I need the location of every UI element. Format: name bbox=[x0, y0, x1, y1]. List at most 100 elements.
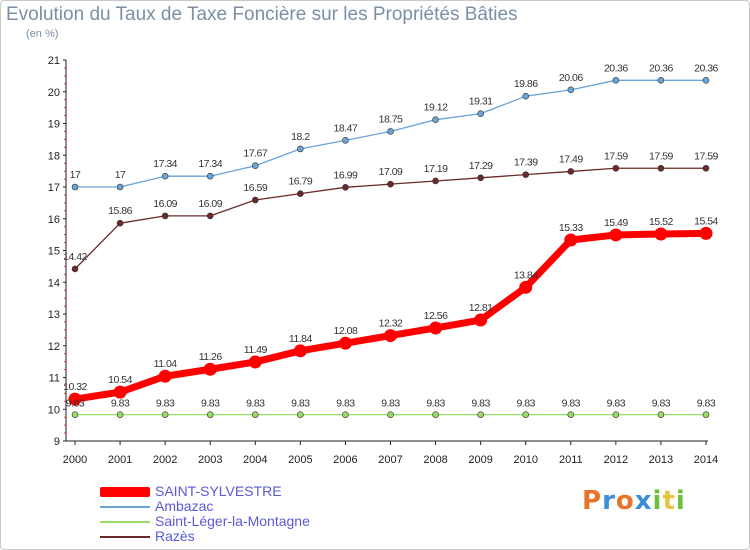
x-tick-label: 2007 bbox=[378, 454, 402, 466]
data-label: 9.83 bbox=[336, 398, 355, 410]
data-point bbox=[519, 280, 533, 294]
data-label: 17.49 bbox=[559, 153, 583, 165]
data-point bbox=[71, 183, 79, 191]
proxiti-logo: Proxiti bbox=[582, 486, 686, 516]
data-point bbox=[567, 411, 575, 418]
data-point bbox=[248, 355, 262, 369]
y-tick-label: 20 bbox=[48, 87, 60, 99]
data-point bbox=[522, 411, 530, 418]
y-tick-label: 12 bbox=[48, 341, 60, 353]
data-point bbox=[477, 110, 484, 117]
data-point bbox=[342, 411, 349, 418]
x-tick-label: 2012 bbox=[604, 454, 628, 466]
data-point bbox=[477, 174, 484, 182]
x-tick-label: 2008 bbox=[423, 454, 447, 466]
data-label: 9.83 bbox=[471, 398, 490, 410]
data-label: 11.26 bbox=[199, 351, 223, 363]
data-point bbox=[116, 411, 124, 418]
x-tick-label: 2000 bbox=[63, 454, 87, 466]
data-point bbox=[612, 164, 620, 172]
data-point bbox=[206, 212, 214, 220]
data-label: 17.34 bbox=[198, 158, 222, 170]
data-label: 10.54 bbox=[108, 374, 132, 386]
data-label: 19.86 bbox=[514, 78, 538, 90]
data-label: 15.49 bbox=[604, 217, 628, 229]
data-label: 17.59 bbox=[649, 150, 673, 162]
y-tick-label: 14 bbox=[48, 277, 60, 289]
data-point bbox=[522, 171, 530, 178]
data-label: 9.83 bbox=[381, 398, 400, 410]
data-label: 12.08 bbox=[334, 325, 358, 337]
data-point bbox=[702, 164, 710, 172]
data-point bbox=[429, 321, 443, 335]
data-label: 15.54 bbox=[694, 215, 718, 227]
data-label: 20.36 bbox=[694, 62, 718, 74]
data-label: 19.31 bbox=[469, 96, 493, 108]
y-tick-label: 9 bbox=[54, 436, 60, 448]
data-label: 14.42 bbox=[63, 251, 87, 263]
data-point bbox=[432, 116, 439, 123]
data-point bbox=[206, 172, 214, 180]
data-point bbox=[158, 369, 172, 383]
data-point bbox=[161, 411, 169, 418]
data-label: 9.83 bbox=[516, 398, 535, 410]
data-point bbox=[116, 183, 124, 191]
data-label: 17.39 bbox=[514, 157, 538, 169]
y-tick-label: 13 bbox=[48, 309, 60, 321]
data-label: 12.32 bbox=[379, 318, 403, 330]
data-label: 13.84 bbox=[514, 269, 538, 281]
y-tick-label: 17 bbox=[48, 182, 60, 194]
data-point bbox=[293, 344, 307, 358]
data-label: 17 bbox=[115, 169, 126, 181]
data-label: 9.83 bbox=[652, 398, 671, 410]
data-label: 18.2 bbox=[291, 131, 310, 143]
y-tick-label: 10 bbox=[48, 404, 60, 416]
x-tick-label: 2011 bbox=[559, 454, 583, 466]
data-point bbox=[161, 172, 169, 180]
data-label: 18.47 bbox=[334, 122, 358, 134]
data-point bbox=[657, 411, 665, 418]
x-tick-label: 2006 bbox=[333, 454, 357, 466]
data-point bbox=[702, 411, 710, 418]
legend-label: Ambazac bbox=[155, 498, 214, 514]
chart-title: Evolution du Taux de Taxe Foncière sur l… bbox=[6, 4, 518, 25]
legend-swatch bbox=[100, 521, 150, 523]
data-point bbox=[474, 313, 488, 327]
data-point bbox=[251, 411, 259, 418]
unit-label: (en %) bbox=[26, 28, 59, 40]
data-label: 12.81 bbox=[469, 302, 493, 314]
legend-label: Saint-Léger-la-Montagne bbox=[155, 513, 310, 529]
data-label: 9.83 bbox=[66, 398, 85, 410]
data-point bbox=[612, 411, 620, 418]
data-point bbox=[338, 336, 352, 350]
x-tick-label: 2010 bbox=[513, 454, 537, 466]
data-point bbox=[71, 411, 79, 418]
y-tick-label: 21 bbox=[48, 55, 60, 67]
data-point bbox=[567, 86, 575, 94]
data-point bbox=[113, 385, 127, 399]
data-point bbox=[297, 411, 304, 418]
data-point bbox=[342, 184, 349, 191]
data-label: 16.09 bbox=[153, 198, 177, 210]
data-label: 15.86 bbox=[108, 205, 132, 217]
data-label: 17.59 bbox=[694, 150, 718, 162]
data-label: 17.29 bbox=[469, 160, 493, 172]
data-label: 16.59 bbox=[243, 182, 267, 194]
data-point bbox=[206, 411, 214, 418]
data-point bbox=[432, 411, 439, 418]
x-tick-label: 2003 bbox=[198, 454, 222, 466]
data-label: 9.83 bbox=[156, 398, 175, 410]
data-point bbox=[699, 226, 713, 240]
x-tick-label: 2009 bbox=[468, 454, 492, 466]
y-tick-label: 19 bbox=[48, 119, 60, 131]
data-point bbox=[702, 77, 710, 84]
data-point bbox=[522, 92, 530, 100]
data-point bbox=[432, 177, 439, 185]
data-point bbox=[657, 77, 665, 84]
data-label: 11.49 bbox=[244, 344, 268, 356]
legend-swatch bbox=[100, 487, 150, 497]
data-point bbox=[384, 329, 397, 343]
data-point bbox=[612, 77, 620, 84]
data-point bbox=[71, 265, 79, 273]
